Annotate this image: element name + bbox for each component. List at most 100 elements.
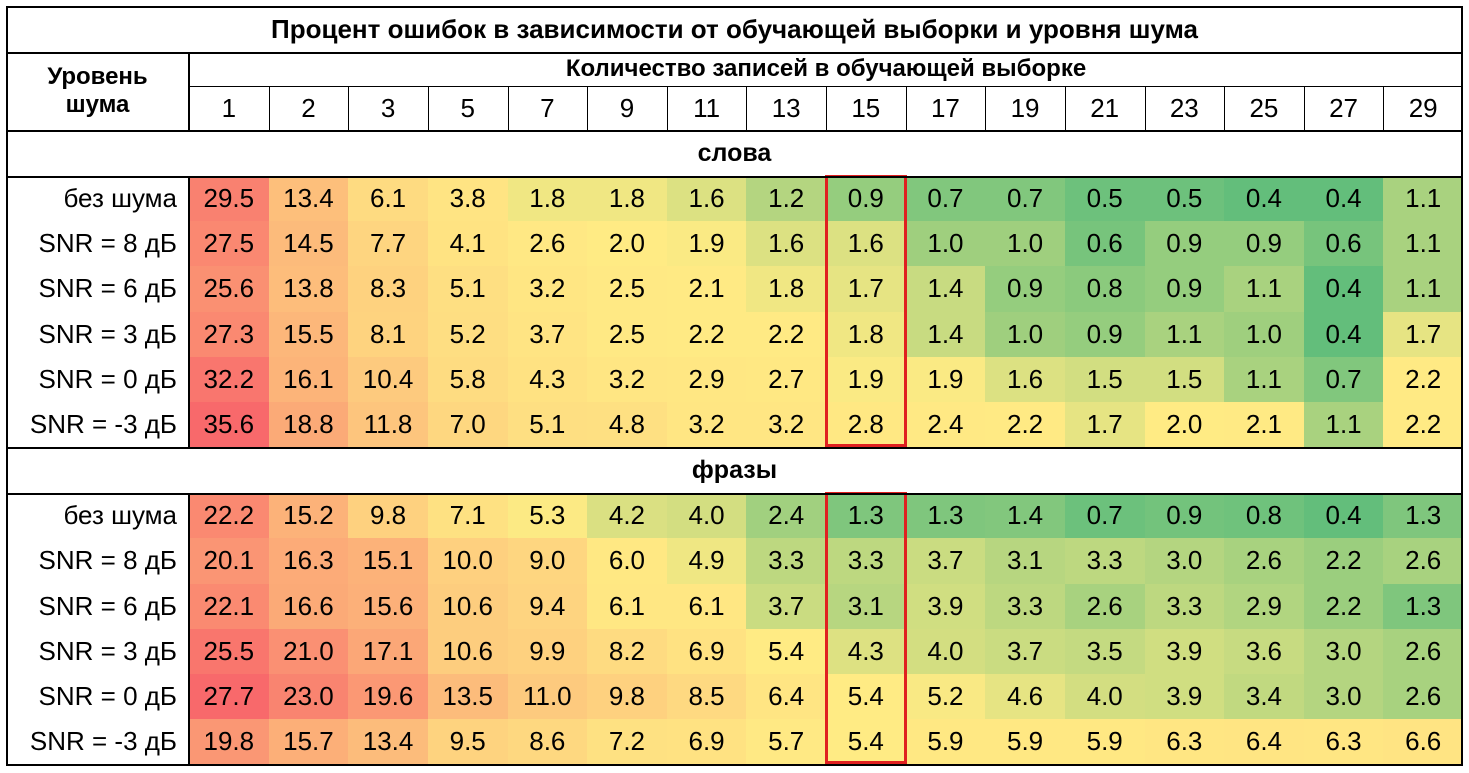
heatmap-cell: 2.1 xyxy=(1224,402,1304,448)
title-bottom-line xyxy=(6,52,1463,54)
heatmap-cell: 0.4 xyxy=(1303,493,1384,539)
heatmap-cell: 29.5 xyxy=(189,176,269,222)
column-header-13: 13 xyxy=(771,92,801,123)
column-header-11: 11 xyxy=(693,92,721,123)
heatmap-cell: 16.1 xyxy=(268,356,349,402)
heatmap-cell: 1.0 xyxy=(985,311,1065,357)
heatmap-cell: 8.2 xyxy=(587,628,667,674)
heatmap-cell: 1.9 xyxy=(666,221,747,267)
heatmap-cell: 4.1 xyxy=(427,221,508,267)
heatmap-cell: 2.2 xyxy=(1383,402,1463,448)
heatmap-cell: 1.0 xyxy=(985,221,1065,267)
heatmap-cell: 0.4 xyxy=(1303,176,1384,222)
section-line xyxy=(6,130,1463,132)
heatmap-cell: 1.3 xyxy=(905,493,986,539)
heatmap-cell: 6.1 xyxy=(587,583,667,629)
heatmap-cell: 0.7 xyxy=(985,176,1065,222)
heatmap-cell: 4.9 xyxy=(666,538,747,584)
heatmap-cell: 8.6 xyxy=(507,719,588,765)
column-header-23: 23 xyxy=(1169,92,1199,123)
column-header-1: 1 xyxy=(221,92,237,123)
heatmap-cell: 5.9 xyxy=(985,719,1065,765)
row-label: SNR = -3 дБ xyxy=(29,409,177,440)
heatmap-cell: 15.1 xyxy=(348,538,428,584)
heatmap-cell: 0.9 xyxy=(985,266,1065,312)
column-separator xyxy=(1303,86,1305,130)
heatmap-cell: 1.8 xyxy=(746,266,826,312)
row-label: SNR = 8 дБ xyxy=(38,545,177,576)
heatmap-cell: 1.8 xyxy=(587,176,667,222)
heatmap-cell: 32.2 xyxy=(189,356,269,402)
heatmap-cell: 20.1 xyxy=(189,538,269,584)
heatmap-cell: 2.2 xyxy=(666,311,747,357)
heatmap-cell: 0.9 xyxy=(1144,221,1225,267)
row-label: SNR = 0 дБ xyxy=(38,363,177,394)
column-separator xyxy=(268,86,270,130)
heatmap-cell: 5.4 xyxy=(826,674,906,720)
column-separator xyxy=(427,86,429,130)
column-separator xyxy=(826,86,827,130)
heatmap-cell: 1.6 xyxy=(826,221,906,267)
heatmap-cell: 6.3 xyxy=(1303,719,1384,765)
heatmap-cell: 1.4 xyxy=(905,266,986,312)
heatmap-cell: 1.6 xyxy=(746,221,826,267)
heatmap-cell: 5.2 xyxy=(427,311,508,357)
heatmap-cell: 0.9 xyxy=(826,176,906,222)
heatmap-cell: 0.4 xyxy=(1303,311,1384,357)
heatmap-cell: 0.9 xyxy=(1224,221,1304,267)
row-label: SNR = 3 дБ xyxy=(38,318,177,349)
heatmap-cell: 0.9 xyxy=(1144,266,1225,312)
heatmap-cell: 0.5 xyxy=(1064,176,1145,222)
heatmap-cell: 5.4 xyxy=(826,719,906,765)
heatmap-cell: 25.6 xyxy=(189,266,269,312)
heatmap-cell: 1.1 xyxy=(1224,266,1304,312)
column-separator xyxy=(587,86,589,130)
heatmap-cell: 3.2 xyxy=(666,402,747,448)
heatmap-cell: 2.9 xyxy=(666,356,747,402)
heatmap-cell: 9.4 xyxy=(507,583,588,629)
heatmap-cell: 1.3 xyxy=(826,493,906,539)
heatmap-cell: 1.7 xyxy=(1064,402,1145,448)
heatmap-cell: 5.4 xyxy=(746,628,826,674)
row-header-line2: шума xyxy=(65,91,130,118)
heatmap-cell: 5.2 xyxy=(905,674,986,720)
column-header-29: 29 xyxy=(1408,92,1438,123)
heatmap-cell: 2.4 xyxy=(746,493,826,539)
heatmap-cell: 0.4 xyxy=(1224,176,1304,222)
heatmap-cell: 10.6 xyxy=(427,628,508,674)
heatmap-cell: 18.8 xyxy=(268,402,349,448)
row-label: SNR = -3 дБ xyxy=(29,726,177,757)
heatmap-cell: 8.5 xyxy=(666,674,747,720)
heatmap-cell: 3.7 xyxy=(905,538,986,584)
heatmap-cell: 9.5 xyxy=(427,719,508,765)
heatmap-cell: 0.9 xyxy=(1064,311,1145,357)
heatmap-cell: 15.6 xyxy=(348,583,428,629)
heatmap-cell: 2.6 xyxy=(507,221,588,267)
heatmap-cell: 3.2 xyxy=(746,402,826,448)
heatmap-cell: 1.1 xyxy=(1224,356,1304,402)
heatmap-cell: 27.3 xyxy=(189,311,269,357)
heatmap-cell: 7.2 xyxy=(587,719,667,765)
heatmap-cell: 1.8 xyxy=(507,176,588,222)
heatmap-cell: 10.0 xyxy=(427,538,508,584)
heatmap-cell: 3.1 xyxy=(826,583,906,629)
heatmap-cell: 2.2 xyxy=(1303,538,1384,584)
heatmap-cell: 10.4 xyxy=(348,356,428,402)
heatmap-cell: 0.8 xyxy=(1224,493,1304,539)
heatmap-cell: 3.5 xyxy=(1064,628,1145,674)
heatmap-cell: 1.4 xyxy=(905,311,986,357)
heatmap-cell: 3.0 xyxy=(1144,538,1225,584)
heatmap-cell: 10.6 xyxy=(427,583,508,629)
heatmap-cell: 3.6 xyxy=(1224,628,1304,674)
column-separator xyxy=(666,86,668,130)
heatmap-cell: 4.3 xyxy=(826,628,906,674)
section-line xyxy=(6,447,1463,450)
heatmap-cell: 2.6 xyxy=(1064,583,1145,629)
heatmap-cell: 0.8 xyxy=(1064,266,1145,312)
heatmap-cell: 4.8 xyxy=(587,402,667,448)
heatmap-cell: 8.1 xyxy=(348,311,428,357)
heatmap-cell: 3.7 xyxy=(985,628,1065,674)
heatmap-cell: 17.1 xyxy=(348,628,428,674)
heatmap-cell: 2.6 xyxy=(1224,538,1304,584)
column-separator xyxy=(1064,86,1066,130)
